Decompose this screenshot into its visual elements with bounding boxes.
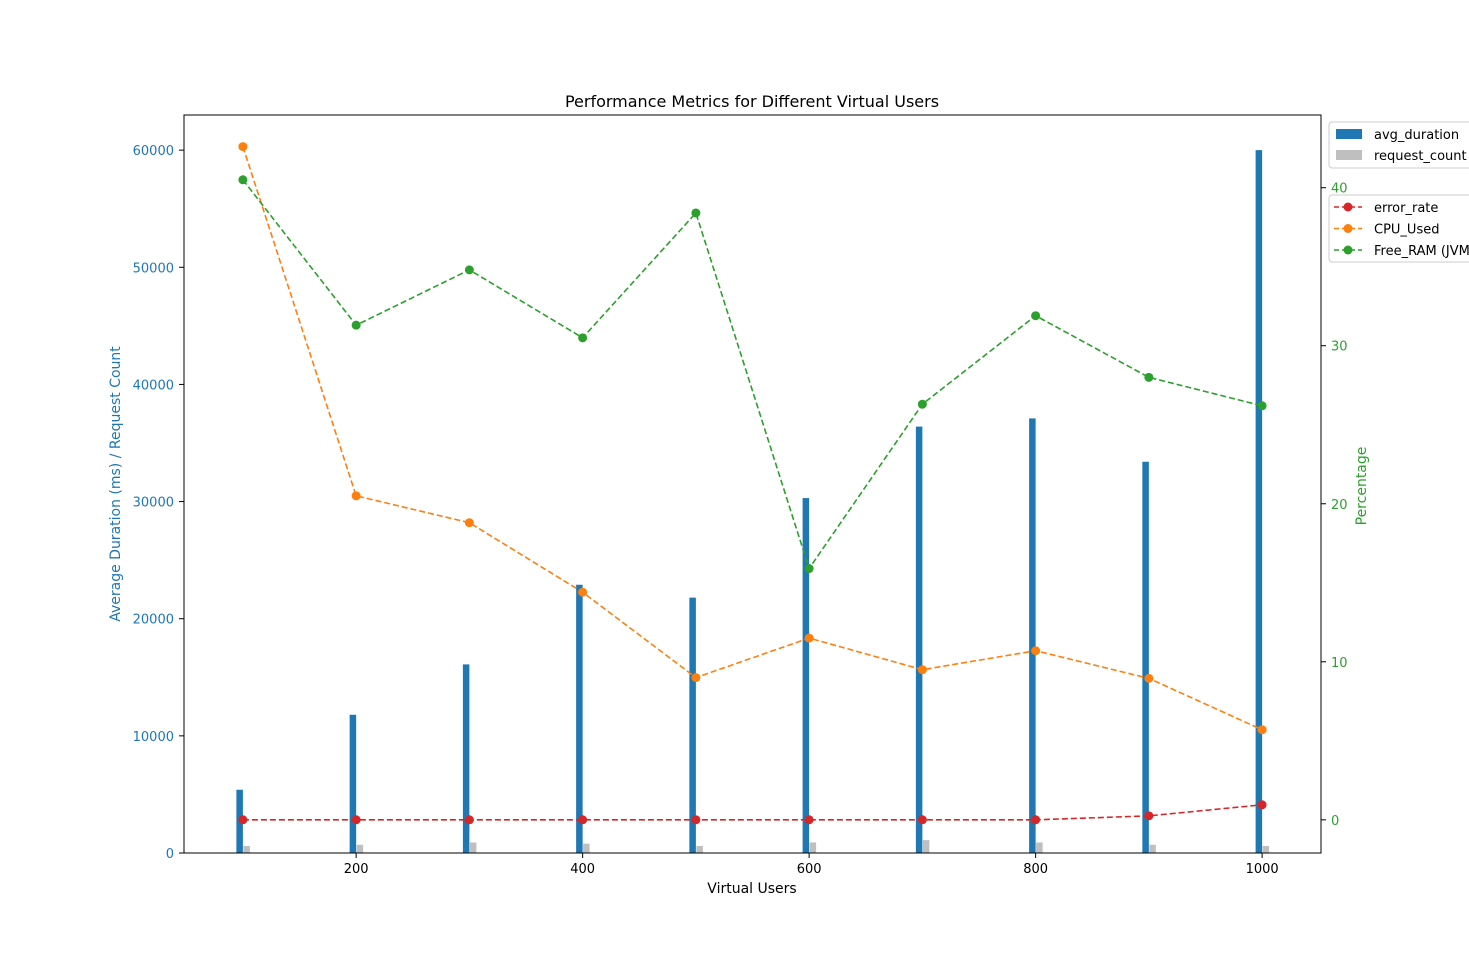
legend-marker	[1343, 224, 1353, 233]
bar-avg-duration-1000	[1255, 150, 1263, 853]
point-error-rate-700	[917, 815, 927, 825]
series-line-free-ram-jvm	[242, 179, 1263, 571]
point-cpu-used-500	[691, 673, 701, 683]
legend-label: CPU_Used	[1374, 223, 1439, 238]
bar-request-count-300	[469, 842, 477, 853]
point-free-ram-jvm-800	[1031, 311, 1041, 321]
bar-avg-duration-200	[349, 714, 357, 853]
legend-swatch-request_count	[1336, 150, 1362, 160]
point-cpu-used-1000	[1257, 725, 1267, 735]
point-cpu-used-300	[464, 518, 474, 528]
right-tick-label: 20	[1331, 498, 1348, 513]
point-free-ram-jvm-200	[351, 320, 361, 330]
x-axis: 200 400 600 800 1000	[344, 853, 1279, 877]
right-tick-label: 0	[1331, 814, 1339, 829]
bar-request-count-500	[696, 845, 703, 853]
bar-avg-duration-600	[802, 498, 810, 853]
left-y-axis-label: Average Duration (ms) / Request Count	[108, 346, 124, 622]
point-cpu-used-700	[917, 665, 927, 675]
point-cpu-used-400	[578, 587, 588, 597]
right-y-axis-label: Percentage	[1354, 447, 1370, 526]
left-tick-label: 0	[166, 847, 174, 862]
bar-avg-duration-500	[689, 597, 696, 853]
x-tick-label: 600	[797, 862, 822, 877]
bar-request-count-400	[583, 843, 590, 853]
legend-label: error_rate	[1374, 201, 1438, 216]
x-tick-label: 200	[344, 862, 369, 877]
bar-request-count-700	[922, 840, 930, 853]
right-tick-label: 30	[1331, 340, 1348, 355]
lines-layer	[238, 142, 1267, 825]
series-line-error-rate	[242, 804, 1263, 821]
plot-frame	[183, 114, 1322, 854]
bars-layer	[236, 150, 1270, 853]
legend-marker	[1343, 202, 1353, 212]
point-error-rate-800	[1031, 815, 1041, 825]
point-error-rate-400	[578, 815, 588, 825]
left-tick-label: 30000	[133, 496, 174, 511]
point-cpu-used-100	[238, 142, 248, 152]
bar-request-count-900	[1149, 844, 1156, 853]
point-error-rate-600	[804, 815, 814, 825]
right-tick-label: 10	[1331, 656, 1348, 671]
point-error-rate-300	[464, 815, 474, 825]
series-line-cpu-used	[242, 146, 1263, 731]
legend-lines: error_rate CPU_Used Free_RAM (JVM)	[1328, 194, 1469, 263]
x-axis-label: Virtual Users	[707, 881, 796, 897]
point-cpu-used-600	[804, 633, 814, 643]
x-tick-label: 800	[1023, 862, 1048, 877]
legend-label: avg_duration	[1374, 128, 1459, 143]
point-error-rate-1000	[1257, 800, 1267, 810]
point-free-ram-jvm-500	[691, 208, 701, 218]
x-tick-label: 1000	[1246, 862, 1279, 877]
bar-avg-duration-800	[1029, 418, 1036, 853]
point-free-ram-jvm-400	[578, 333, 588, 343]
point-error-rate-200	[351, 815, 361, 825]
point-free-ram-jvm-700	[917, 399, 927, 409]
point-free-ram-jvm-300	[464, 265, 474, 275]
bar-request-count-1000	[1262, 845, 1270, 853]
point-free-ram-jvm-1000	[1257, 401, 1267, 411]
point-free-ram-jvm-100	[238, 175, 248, 185]
chart-title: Performance Metrics for Different Virtua…	[565, 92, 939, 111]
left-tick-label: 40000	[133, 378, 174, 393]
point-free-ram-jvm-600	[804, 564, 814, 574]
bar-avg-duration-900	[1142, 461, 1149, 853]
point-error-rate-100	[238, 815, 248, 825]
legend-swatch-avg_duration	[1336, 129, 1362, 139]
bar-request-count-200	[356, 844, 364, 853]
legend-label: Free_RAM (JVM)	[1374, 244, 1469, 259]
point-error-rate-500	[691, 815, 701, 825]
left-tick-label: 50000	[133, 261, 174, 276]
bar-avg-duration-400	[576, 584, 583, 853]
point-cpu-used-900	[1144, 673, 1154, 683]
point-free-ram-jvm-900	[1144, 372, 1154, 382]
bar-request-count-100	[243, 845, 250, 853]
legend-lines-box	[1328, 194, 1469, 263]
bar-request-count-600	[809, 842, 817, 853]
right-y-axis: 0 10 20 30 40	[1321, 182, 1348, 829]
left-tick-label: 10000	[133, 730, 174, 745]
left-tick-label: 20000	[133, 613, 174, 628]
left-y-axis: 0 10000 20000 30000 40000 50000 60000	[133, 144, 184, 862]
bar-avg-duration-700	[915, 426, 923, 853]
x-tick-label: 400	[570, 862, 595, 877]
point-cpu-used-800	[1031, 646, 1041, 656]
legend-bars: avg_duration request_count	[1328, 121, 1469, 169]
point-error-rate-900	[1144, 811, 1154, 821]
legend-marker	[1343, 245, 1353, 255]
bar-avg-duration-300	[462, 664, 470, 853]
legend-bars-box	[1328, 121, 1469, 169]
bar-request-count-800	[1036, 842, 1043, 853]
legend-label: request_count	[1374, 149, 1467, 164]
right-tick-label: 40	[1331, 182, 1348, 197]
left-tick-label: 60000	[133, 144, 174, 159]
point-cpu-used-200	[351, 491, 361, 501]
